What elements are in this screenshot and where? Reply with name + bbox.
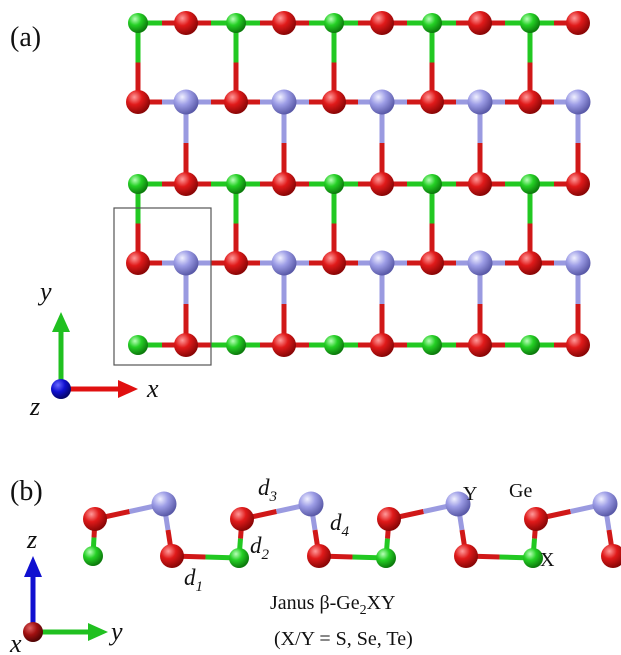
ge-atom xyxy=(370,172,394,196)
x-atom xyxy=(376,548,396,568)
axis-x-label-a: x xyxy=(146,374,159,403)
d1-label: d1 xyxy=(184,565,203,595)
ge-atom xyxy=(468,172,492,196)
y-atom xyxy=(173,250,199,276)
axis-x-origin-b xyxy=(23,622,43,642)
ge-atom xyxy=(126,251,150,275)
d3-label: d3 xyxy=(258,475,277,505)
ge-atom xyxy=(468,11,492,35)
ge-atom xyxy=(370,11,394,35)
y-atom xyxy=(271,250,297,276)
y-atom xyxy=(298,491,324,517)
ge-atom xyxy=(454,544,478,568)
ge-atom xyxy=(272,333,296,357)
axis-z-arrow-b xyxy=(24,556,42,577)
y-atom xyxy=(369,250,395,276)
caption-line2: (X/Y = S, Se, Te) xyxy=(274,628,413,650)
ge-atom xyxy=(126,90,150,114)
y-atom xyxy=(565,89,591,115)
axis-x-arrow-a xyxy=(118,380,138,398)
ge-atom xyxy=(160,544,184,568)
ge-atom xyxy=(307,544,331,568)
y-atom xyxy=(565,250,591,276)
ge-atom xyxy=(601,544,621,568)
axes-a: y x z xyxy=(29,277,159,421)
bond-length-labels: d1 d2 d3 d4 xyxy=(184,475,350,595)
d2-label: d2 xyxy=(250,533,270,563)
ge-atom xyxy=(524,507,548,531)
x-atom xyxy=(83,546,103,566)
unit-cell-box xyxy=(113,207,212,366)
axis-y-label-b: y xyxy=(108,617,123,646)
ge-atom xyxy=(566,172,590,196)
ge-atom xyxy=(174,333,198,357)
panel-a-label: (a) xyxy=(10,22,41,53)
x-atom xyxy=(422,335,442,355)
axis-y-label-a: y xyxy=(37,277,52,306)
ge-atom xyxy=(272,172,296,196)
x-atom xyxy=(520,335,540,355)
x-atom xyxy=(523,548,543,568)
axis-z-label-a: z xyxy=(29,392,40,421)
y-atom xyxy=(445,491,471,517)
element-label-ge: Ge xyxy=(509,480,532,502)
y-atom xyxy=(369,89,395,115)
x-atom xyxy=(324,335,344,355)
panel-a-lattice xyxy=(113,11,591,366)
y-atom xyxy=(151,491,177,517)
ge-atom xyxy=(566,333,590,357)
ge-atom xyxy=(468,333,492,357)
x-atom xyxy=(128,13,148,33)
ge-atom xyxy=(370,333,394,357)
ge-atom xyxy=(272,11,296,35)
x-atom xyxy=(324,13,344,33)
ge-atom xyxy=(518,90,542,114)
x-atom xyxy=(520,13,540,33)
caption-line1: Janus β-Ge2XY xyxy=(270,592,396,618)
ge-atom xyxy=(420,90,444,114)
x-atom xyxy=(520,174,540,194)
x-atom xyxy=(128,174,148,194)
y-atom xyxy=(467,250,493,276)
x-atom xyxy=(226,13,246,33)
y-atom xyxy=(592,491,618,517)
ge-atom xyxy=(224,90,248,114)
y-atom xyxy=(173,89,199,115)
ge-atom xyxy=(322,90,346,114)
d4-label: d4 xyxy=(330,510,350,540)
axis-z-label-b: z xyxy=(26,525,37,554)
x-atom xyxy=(324,174,344,194)
axes-b: z y x xyxy=(9,525,123,655)
axis-x-label-b: x xyxy=(9,629,22,655)
ge-atom xyxy=(174,11,198,35)
ge-atom xyxy=(566,11,590,35)
x-atom xyxy=(128,335,148,355)
ge-atom xyxy=(230,507,254,531)
axis-y-arrow-b xyxy=(88,623,108,641)
ge-atom xyxy=(224,251,248,275)
axis-z-origin-a xyxy=(51,379,71,399)
ge-atom xyxy=(322,251,346,275)
element-label-x: X xyxy=(540,549,555,571)
y-atom xyxy=(467,89,493,115)
x-atom xyxy=(226,174,246,194)
y-atom xyxy=(271,89,297,115)
element-label-y: Y xyxy=(463,483,477,505)
ge-atom xyxy=(83,507,107,531)
panel-b-side-view xyxy=(83,491,621,568)
x-atom xyxy=(422,13,442,33)
axis-y-arrow-a xyxy=(52,312,70,332)
panel-b-label: (b) xyxy=(10,476,43,507)
ge-atom xyxy=(174,172,198,196)
ge-atom xyxy=(518,251,542,275)
x-atom xyxy=(226,335,246,355)
x-atom xyxy=(422,174,442,194)
ge-atom xyxy=(420,251,444,275)
ge-atom xyxy=(377,507,401,531)
x-atom xyxy=(229,548,249,568)
